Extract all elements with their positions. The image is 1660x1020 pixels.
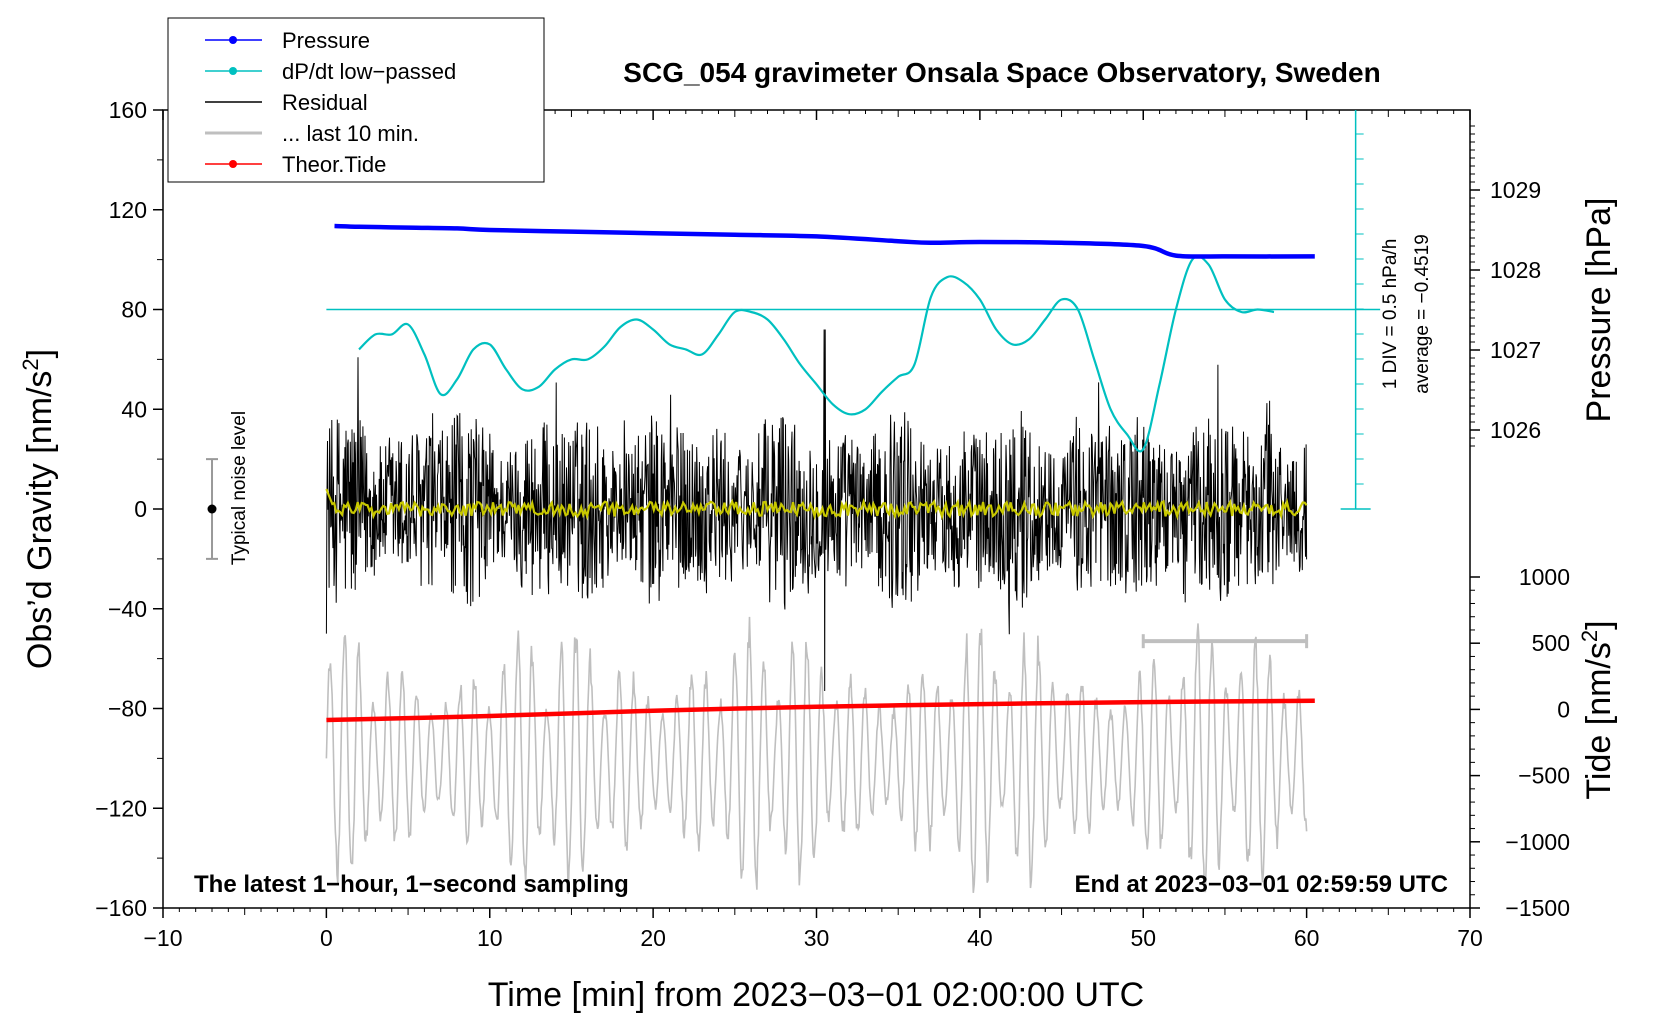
pressure-tick-label: 1028 bbox=[1490, 257, 1541, 283]
pressure-tick-label: 1029 bbox=[1490, 177, 1541, 203]
legend-label: Pressure bbox=[282, 28, 370, 53]
x-tick-label: 40 bbox=[967, 925, 993, 951]
y-tick-label: 120 bbox=[109, 197, 147, 223]
tide-tick-label: 500 bbox=[1532, 630, 1570, 656]
x-tick-label: 50 bbox=[1130, 925, 1156, 951]
legend-label: Residual bbox=[282, 90, 368, 115]
legend-label: dP/dt low−passed bbox=[282, 59, 456, 84]
y-tick-label: 40 bbox=[121, 396, 147, 422]
legend-label: ... last 10 min. bbox=[282, 121, 419, 146]
filtered-residual-series bbox=[325, 488, 1308, 521]
y-tick-label: 160 bbox=[109, 97, 147, 123]
y-tick-label: −160 bbox=[95, 895, 147, 921]
y-tick-label: 80 bbox=[121, 297, 147, 323]
tide-tick-label: −1500 bbox=[1505, 895, 1570, 921]
x-tick-label: 0 bbox=[320, 925, 333, 951]
legend-marker bbox=[229, 160, 237, 168]
chart-title: SCG_054 gravimeter Onsala Space Observat… bbox=[623, 57, 1380, 88]
dpdt-scale-bar bbox=[1340, 110, 1371, 510]
x-axis-label: Time [min] from 2023−03−01 02:00:00 UTC bbox=[488, 976, 1144, 1014]
x-tick-label: 20 bbox=[640, 925, 666, 951]
pressure-tick-label: 1027 bbox=[1490, 337, 1541, 363]
tide-tick-label: 0 bbox=[1557, 696, 1570, 722]
noise-level-label: Typical noise level bbox=[229, 411, 250, 565]
legend-marker bbox=[229, 36, 237, 44]
legend: Pressure dP/dt low−passed Residual ... last… bbox=[167, 17, 545, 183]
y-tick-label: −40 bbox=[108, 596, 147, 622]
legend-box bbox=[167, 17, 545, 183]
y-tick-label: 0 bbox=[134, 496, 147, 522]
x-tick-label: 70 bbox=[1457, 925, 1483, 951]
y-tick-label: −80 bbox=[108, 696, 147, 722]
end-time-note: End at 2023−03−01 02:59:59 UTC bbox=[1074, 871, 1448, 898]
tide-tick-label: 1000 bbox=[1519, 564, 1570, 590]
x-tick-label: −10 bbox=[143, 925, 182, 951]
tide-axis-ticks: 1000 500 0 −500 −1000 −1500 bbox=[1470, 564, 1570, 921]
theoretical-tide-series bbox=[326, 698, 1315, 723]
last-10-min-series bbox=[325, 616, 1308, 894]
x-tick-label: 30 bbox=[804, 925, 830, 951]
y-left-axis-ticks: 160 120 80 40 0 −40 −80 −120 −160 bbox=[95, 97, 163, 921]
noise-level-indicator bbox=[206, 458, 219, 560]
dpdt-average-label: average = −0.4519 bbox=[1412, 234, 1433, 394]
legend-label: Theor.Tide bbox=[282, 152, 386, 177]
last-10-min-bracket bbox=[1141, 634, 1309, 649]
noise-dot bbox=[207, 504, 217, 514]
sampling-note: The latest 1−hour, 1−second sampling bbox=[194, 871, 629, 898]
tide-axis-label: Tide [nm/s2] bbox=[1577, 620, 1618, 799]
y-left-axis-label: Obs’d Gravity [nm/s2] bbox=[18, 349, 59, 669]
pressure-series bbox=[334, 223, 1315, 259]
residual-series bbox=[325, 329, 1308, 692]
pressure-tick-label: 1026 bbox=[1490, 417, 1541, 443]
y-tick-label: −120 bbox=[95, 795, 147, 821]
dpdt-scale-label: 1 DIV = 0.5 hPa/h bbox=[1380, 239, 1401, 390]
dpdt-low-passed-series bbox=[358, 255, 1275, 453]
pressure-axis-label: Pressure [hPa] bbox=[1580, 198, 1618, 423]
legend-marker bbox=[229, 67, 237, 75]
x-tick-label: 10 bbox=[477, 925, 503, 951]
x-tick-label: 60 bbox=[1294, 925, 1320, 951]
tide-tick-label: −500 bbox=[1518, 763, 1570, 789]
x-axis-ticks: −10 0 10 20 30 40 50 60 70 bbox=[143, 110, 1483, 951]
tide-tick-label: −1000 bbox=[1505, 829, 1570, 855]
pressure-axis-ticks: 1029 1028 1027 1026 bbox=[1470, 125, 1541, 447]
